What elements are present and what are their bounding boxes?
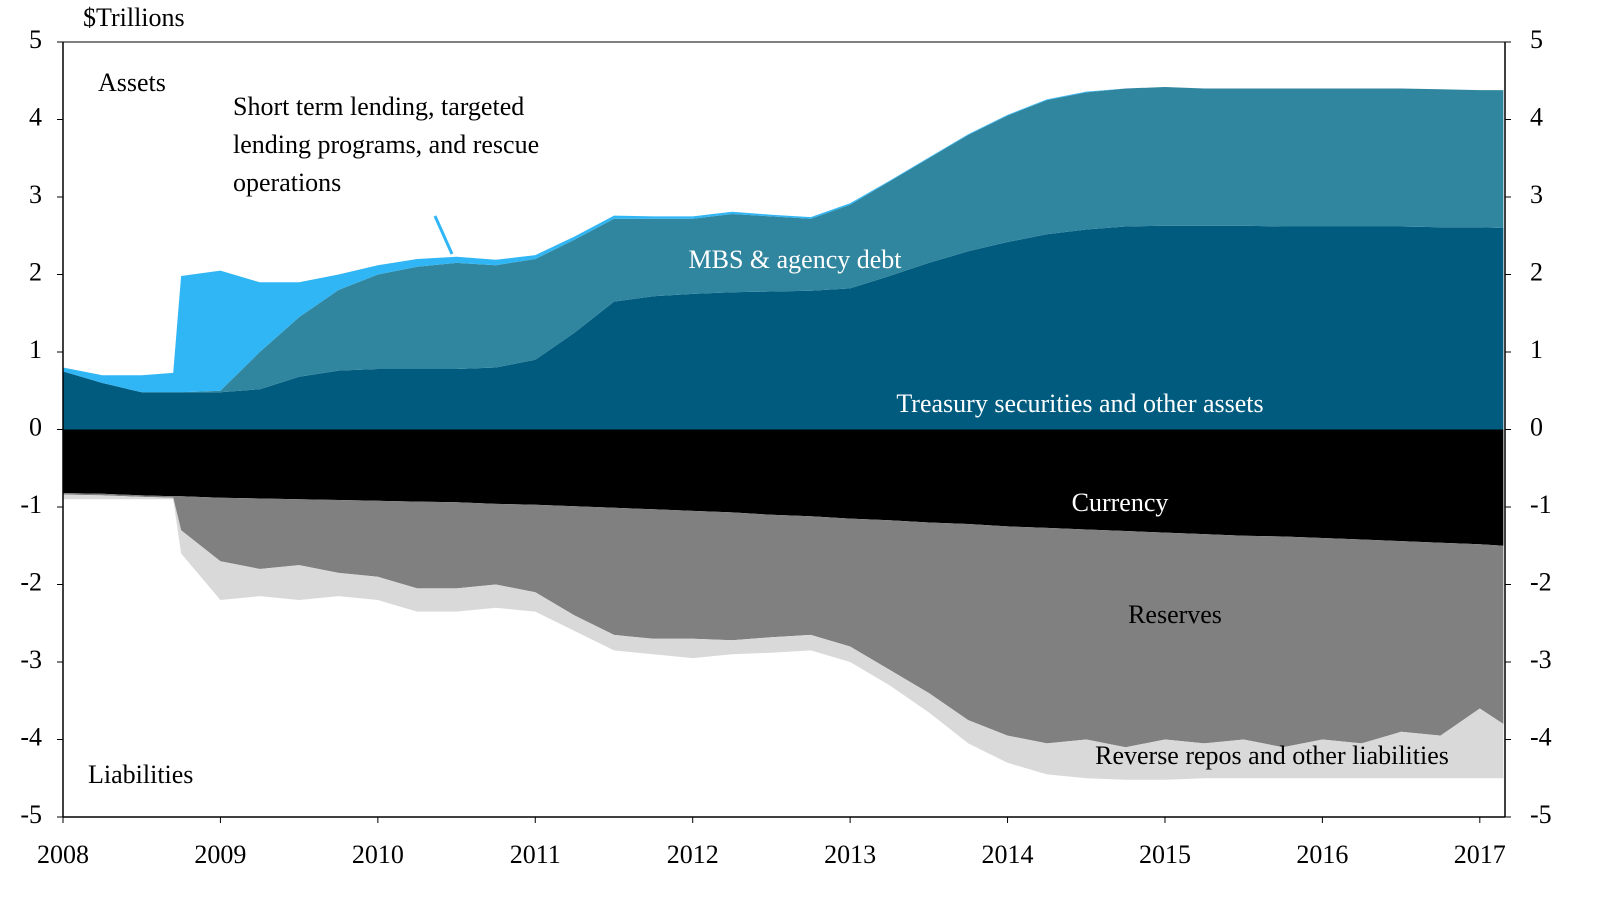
y-tick-label: -4 xyxy=(20,722,42,751)
y-tick-label: 3 xyxy=(29,180,42,209)
x-tick-label: 2015 xyxy=(1139,840,1191,869)
areas xyxy=(63,87,1504,780)
y-tick-label: 5 xyxy=(29,25,42,54)
annotation: Assets xyxy=(98,68,166,97)
y-axis-label: $Trillions xyxy=(83,3,185,32)
x-tick-label: 2009 xyxy=(194,840,246,869)
series-label: Short term lending, targeted lending pro… xyxy=(233,92,540,197)
x-tick-label: 2012 xyxy=(667,840,719,869)
y-tick-label: 0 xyxy=(29,412,42,441)
y2-tick-label: 3 xyxy=(1530,180,1543,209)
series-label: Treasury securities and other assets xyxy=(896,389,1263,418)
y2-tick-label: -1 xyxy=(1530,490,1552,519)
y2-tick-label: 5 xyxy=(1530,25,1543,54)
y2-tick-label: 0 xyxy=(1530,412,1543,441)
series-label: MBS & agency debt xyxy=(688,245,902,274)
x-tick-label: 2017 xyxy=(1454,840,1506,869)
area xyxy=(63,225,1504,430)
y2-tick-label: -3 xyxy=(1530,645,1552,674)
x-tick-label: 2016 xyxy=(1296,840,1348,869)
y-tick-label: -3 xyxy=(20,645,42,674)
area xyxy=(63,87,1504,393)
x-tick-label: 2014 xyxy=(982,840,1034,869)
area xyxy=(63,494,1504,780)
series-label: Reverse repos and other liabilities xyxy=(1095,741,1449,770)
y-tick-label: 2 xyxy=(29,257,42,286)
area xyxy=(63,429,1504,546)
y-tick-label: -5 xyxy=(20,800,42,829)
series-label: Reserves xyxy=(1128,600,1222,629)
y2-tick-label: 2 xyxy=(1530,257,1543,286)
y2-tick-label: -5 xyxy=(1530,800,1552,829)
area xyxy=(63,493,1504,748)
y-tick-label: -1 xyxy=(20,490,42,519)
y2-tick-label: -4 xyxy=(1530,722,1552,751)
y-tick-label: -2 xyxy=(20,567,42,596)
area xyxy=(63,87,1504,393)
y-tick-label: 1 xyxy=(29,335,42,364)
series-label: Currency xyxy=(1072,488,1169,517)
y2-tick-label: 4 xyxy=(1530,102,1543,131)
y2-tick-label: 1 xyxy=(1530,335,1543,364)
x-tick-label: 2011 xyxy=(510,840,561,869)
annotation: Liabilities xyxy=(88,760,193,789)
x-tick-label: 2010 xyxy=(352,840,404,869)
x-tick-label: 2013 xyxy=(824,840,876,869)
y2-tick-label: -2 xyxy=(1530,567,1552,596)
x-tick-label: 2008 xyxy=(37,840,89,869)
y-tick-label: 4 xyxy=(29,102,42,131)
pointer xyxy=(433,215,454,255)
